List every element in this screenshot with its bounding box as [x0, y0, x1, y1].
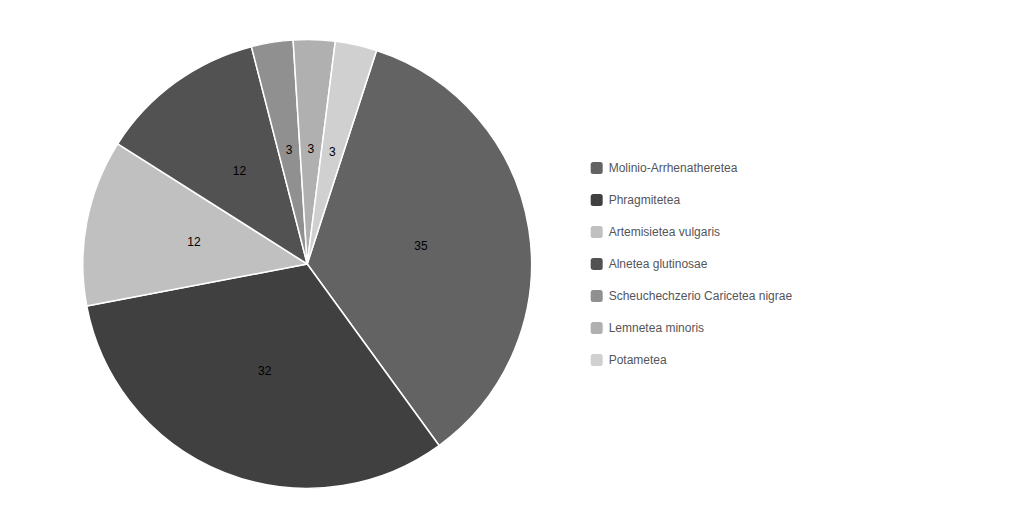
svg-text:3: 3 — [307, 142, 314, 156]
svg-text:Molinio-Arrhenatheretea: Molinio-Arrhenatheretea — [609, 161, 738, 175]
svg-text:Potametea: Potametea — [609, 353, 667, 367]
svg-text:35: 35 — [414, 239, 428, 253]
svg-text:3: 3 — [329, 145, 336, 159]
svg-text:Artemisietea vulgaris: Artemisietea vulgaris — [609, 225, 720, 239]
svg-text:Lemnetea minoris: Lemnetea minoris — [609, 321, 704, 335]
svg-text:Alnetea glutinosae: Alnetea glutinosae — [609, 257, 708, 271]
svg-text:32: 32 — [258, 364, 272, 378]
svg-text:3: 3 — [286, 143, 293, 157]
svg-text:Phragmitetea: Phragmitetea — [609, 193, 681, 207]
svg-text:Scheuchechzerio Caricetea nigr: Scheuchechzerio Caricetea nigrae — [609, 289, 793, 303]
svg-text:12: 12 — [187, 235, 201, 249]
svg-text:12: 12 — [233, 164, 247, 178]
